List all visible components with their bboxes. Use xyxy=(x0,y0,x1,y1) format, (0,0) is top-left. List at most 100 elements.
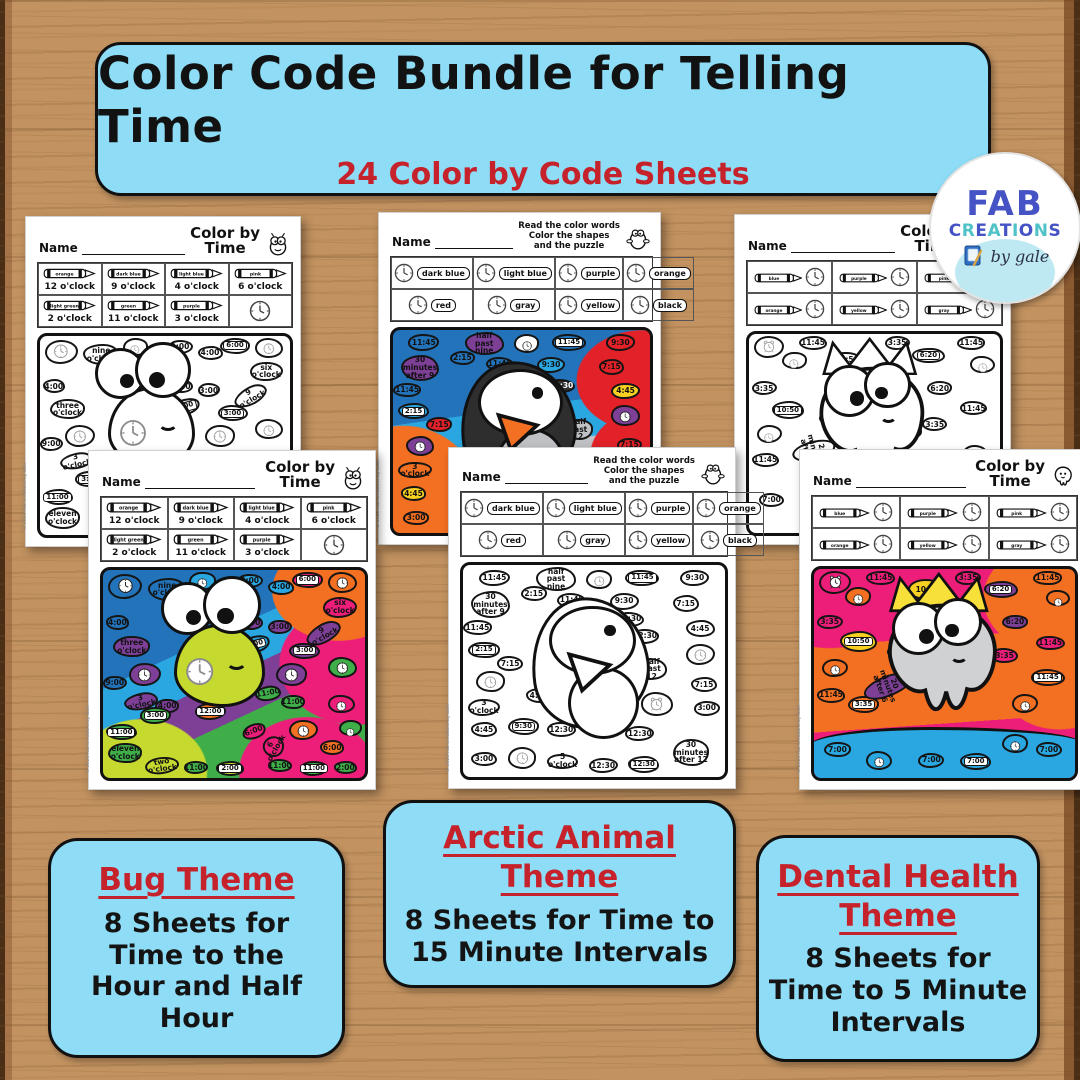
worksheet-bug-color: Name Color by Time orange 12 o'clock dark blu… xyxy=(86,450,376,790)
puzzle-piece: 10:50 xyxy=(840,631,877,653)
color-by-code-puzzle: 11:45 half past nine 11:45 9:30 30 minutes a… xyxy=(460,562,728,780)
puzzle-piece: 6 o'clock xyxy=(259,732,288,764)
analog-clock-icon xyxy=(616,410,634,423)
name-blank-line xyxy=(434,236,514,250)
worksheet-arctic-color: Name Read the color words Color the shapes… xyxy=(376,212,694,545)
header-banner: Color Code Bundle for Telling Time 24 Co… xyxy=(95,42,991,196)
puzzle-piece: 12:30 xyxy=(588,757,618,773)
water-shape xyxy=(814,726,1075,778)
time-label: 9:30 xyxy=(611,337,630,347)
analog-clock-icon xyxy=(50,344,72,359)
digital-clock-label: 10:50 xyxy=(844,637,873,647)
key-time-label: 11 o'clock xyxy=(107,313,159,324)
analog-clock-icon xyxy=(343,724,357,737)
clock-icon xyxy=(962,534,982,554)
key-time-label: 9 o'clock xyxy=(178,515,223,526)
puzzle-piece: 3:00 xyxy=(217,405,248,422)
clock-icon xyxy=(487,295,507,315)
time-label: 3:00 xyxy=(697,703,716,713)
time-label: 11:00 xyxy=(281,697,305,707)
banner-title: Color Code Bundle for Telling Time xyxy=(98,46,850,153)
analog-clock-icon xyxy=(761,429,777,443)
key-time-label: 12 o'clock xyxy=(44,281,96,292)
title-line: Color the shapes xyxy=(528,230,610,241)
crayon-icon: dark blue xyxy=(173,500,229,515)
time-label: half past nine xyxy=(474,331,494,356)
color-word-badge: purple xyxy=(650,501,691,515)
color-word-badge: dark blue xyxy=(417,266,470,280)
puzzle-piece: 3:00 xyxy=(268,619,292,635)
puzzle-piece: eleven o'clock xyxy=(45,507,80,529)
puzzle-piece: 3:00 xyxy=(403,510,429,525)
name-label: Name xyxy=(748,238,787,253)
brand-logo: FAB CREATIONS by gale xyxy=(929,152,1080,304)
time-label: 6 o'clock xyxy=(264,733,288,764)
crayon-icon: purple xyxy=(907,505,959,519)
puzzle-piece xyxy=(255,337,283,358)
color-key-cell: gray xyxy=(472,289,555,322)
analog-clock-icon xyxy=(850,592,866,605)
svg-text:yellow: yellow xyxy=(920,543,936,549)
color-key-cell: purple xyxy=(554,257,624,290)
crayon-icon: blue xyxy=(819,505,871,519)
digital-clock-label: 12:30 xyxy=(629,759,658,769)
puffin-beak xyxy=(486,407,548,456)
svg-text:pink: pink xyxy=(323,505,336,511)
smile xyxy=(879,409,898,424)
puzzle-piece: 30 minutes after 9 xyxy=(470,590,511,619)
time-label: 4:45 xyxy=(474,724,494,734)
puzzle-piece xyxy=(1012,694,1039,714)
time-label: 30 minutes after 9 xyxy=(473,591,508,617)
color-key-cell: light blue xyxy=(472,257,555,290)
name-label: Name xyxy=(813,473,852,488)
puzzle-piece: 3:35 xyxy=(751,381,777,396)
theme-box-body: 8 Sheets for Time to 15 Minute Intervals xyxy=(404,904,715,968)
puzzle-piece: 30 minutes after 12 xyxy=(672,738,710,767)
time-label: 11:00 xyxy=(267,760,292,770)
key-time-label: 2 o'clock xyxy=(47,313,92,324)
crayon-icon: green xyxy=(107,298,160,313)
digital-clock-label: 9:30 xyxy=(511,721,535,731)
puzzle-piece xyxy=(513,334,540,353)
time-label: 3 o'clock xyxy=(469,698,499,716)
analog-clock-icon xyxy=(294,724,313,737)
color-key-table: dark blue light blue purple orange red gray ye… xyxy=(460,491,764,558)
time-label: 12:30 xyxy=(549,724,574,734)
puzzle-piece xyxy=(275,663,308,687)
puzzle-piece: 2:00 xyxy=(333,761,358,774)
puzzle-piece: 11:45 xyxy=(959,401,988,416)
clock-icon xyxy=(890,299,910,319)
time-label: 3:35 xyxy=(925,419,945,429)
clock-icon xyxy=(557,530,577,550)
svg-text:light blue: light blue xyxy=(179,271,204,277)
puzzle-piece: three o'clock xyxy=(113,636,151,658)
puzzle-piece: 3 o'clock xyxy=(398,462,432,479)
color-word-badge: orange xyxy=(649,266,691,280)
clock-icon xyxy=(626,263,646,283)
svg-text:green: green xyxy=(188,537,204,543)
puzzle-piece: 3:00 xyxy=(693,700,720,716)
puzzle-piece: 7:15 xyxy=(426,417,453,432)
clock-icon xyxy=(546,498,566,518)
puzzle-piece: 2:15 xyxy=(468,641,500,659)
time-label: 9:30 xyxy=(541,359,561,369)
bug-character-icon xyxy=(340,465,366,491)
name-row: Name xyxy=(39,241,186,257)
worksheet-header: Name Read the color words Color the shapes… xyxy=(460,455,728,490)
puzzle-piece: 9:30 xyxy=(536,356,566,373)
puzzle-piece xyxy=(289,719,318,741)
puzzle-piece: 4:45 xyxy=(685,620,715,638)
puzzle-piece xyxy=(1046,589,1070,607)
time-label: 11:45 xyxy=(819,690,843,700)
analog-clock-icon xyxy=(1051,594,1065,607)
puzzle-piece: 30 minutes after 9 xyxy=(400,354,440,381)
pupil xyxy=(217,607,234,625)
svg-text:yellow: yellow xyxy=(851,308,867,314)
puzzle-piece: 11:00 xyxy=(42,489,73,506)
puzzle-piece: 11:45 xyxy=(463,620,492,636)
banner-subtitle: 24 Color by Code Sheets xyxy=(336,156,750,192)
puzzle-piece: 11:45 xyxy=(957,335,985,350)
time-label: 11:45 xyxy=(465,622,490,632)
puzzle-piece: 11:45 xyxy=(816,687,846,703)
time-label: 6:20 xyxy=(1005,617,1025,627)
